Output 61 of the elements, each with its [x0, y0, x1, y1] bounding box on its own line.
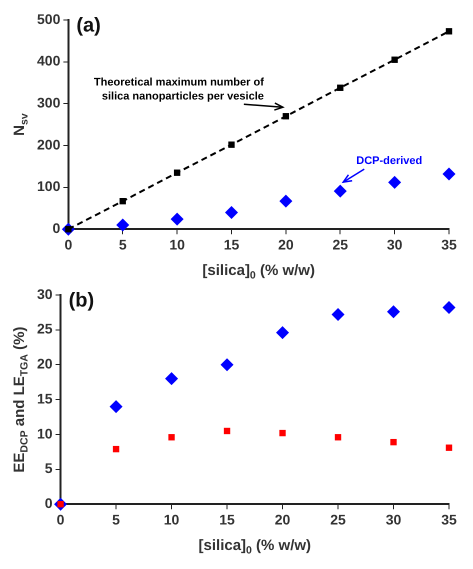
y-tick-label: 100 — [37, 178, 61, 194]
point — [334, 184, 347, 198]
y-axis-title: Nsv — [11, 113, 30, 136]
point — [228, 142, 235, 148]
point — [165, 372, 178, 386]
y-tick-label: 20 — [36, 356, 53, 372]
point — [446, 444, 452, 451]
annotation: (b) — [68, 290, 94, 312]
x-tick-label: 20 — [278, 236, 294, 252]
x-tick-label: 20 — [274, 511, 291, 528]
point — [388, 176, 402, 189]
point — [120, 198, 126, 204]
point — [332, 308, 345, 322]
point — [276, 326, 290, 340]
x-tick-label: 30 — [386, 511, 402, 528]
point — [279, 194, 292, 208]
point — [170, 212, 184, 226]
y-tick-label: 25 — [36, 320, 53, 337]
point — [174, 170, 180, 176]
x-tick-label: 15 — [219, 511, 236, 528]
point — [112, 446, 120, 452]
x-tick-label: 5 — [112, 511, 120, 528]
point — [442, 167, 456, 180]
x-tick-label: 25 — [330, 511, 346, 528]
y-tick-label: 0 — [52, 220, 61, 236]
point — [442, 301, 456, 314]
point — [337, 84, 344, 91]
point — [446, 28, 452, 34]
x-tick-label: 30 — [386, 236, 403, 252]
annotation: (a) — [76, 14, 101, 37]
y-tick-label: 30 — [36, 286, 53, 302]
point — [391, 56, 398, 63]
x-tick-label: 10 — [164, 511, 180, 528]
annotation: Theoretical maximum number of silica nanoparticles per vesicle — [94, 76, 264, 102]
point — [116, 218, 130, 232]
point — [282, 113, 290, 120]
x-tick-label: 25 — [332, 236, 348, 252]
y-tick-label: 5 — [44, 460, 53, 476]
y-tick-label: 400 — [37, 52, 61, 69]
x-tick-label: 0 — [64, 236, 72, 252]
point — [390, 438, 397, 446]
x-tick-label: 5 — [118, 236, 127, 252]
y-tick-label: 500 — [37, 10, 61, 27]
point — [168, 434, 175, 440]
x-tick-label: 35 — [441, 511, 457, 528]
y-tick-label: 15 — [36, 390, 53, 406]
point — [110, 400, 123, 414]
y-tick-label: 200 — [37, 136, 61, 152]
x-tick-label: 35 — [441, 236, 457, 252]
x-tick-label: 10 — [169, 236, 186, 252]
point — [279, 430, 286, 436]
annotation: DCP-derived — [356, 155, 422, 168]
y-tick-label: 10 — [36, 425, 53, 442]
point — [334, 434, 342, 440]
point — [387, 305, 400, 318]
y-tick-label: 0 — [44, 495, 53, 512]
point — [224, 206, 238, 219]
y-axis-title: EEDCP and LETGA (%) — [11, 326, 30, 473]
y-tick-label: 300 — [37, 94, 61, 111]
point — [220, 358, 234, 372]
x-tick-label: 15 — [224, 236, 240, 252]
